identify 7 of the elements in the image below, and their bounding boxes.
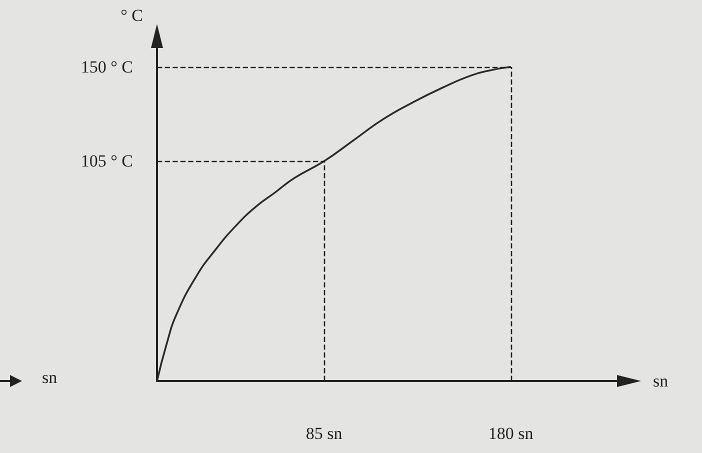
- y-axis-title: ° C: [120, 6, 143, 25]
- x-axis-title: sn: [653, 372, 669, 390]
- x-tick-label: 180 sn: [488, 424, 534, 443]
- text: sn: [42, 368, 58, 388]
- y-tick-label: 150 ° C: [80, 57, 133, 76]
- x-tick-label: 85 sn: [306, 424, 343, 443]
- y-tick-label: 105 ° C: [80, 152, 133, 171]
